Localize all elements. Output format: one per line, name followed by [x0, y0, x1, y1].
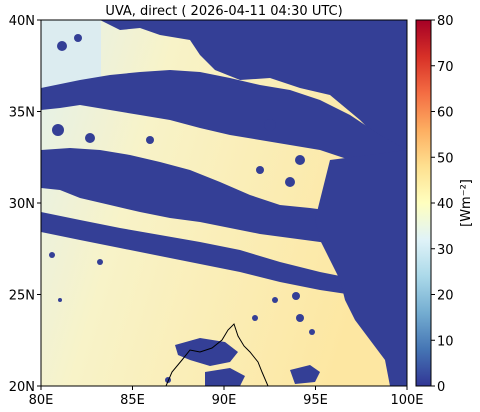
colorbar-label: [Wm⁻²] — [459, 179, 474, 227]
map-title: UVA, direct ( 2026-04-11 04:30 UTC) — [105, 4, 342, 19]
x-tick-label: 80E — [29, 393, 54, 408]
colorbar-gradient — [415, 19, 432, 387]
x-tick-label: 90E — [212, 393, 237, 408]
cloud-cover — [41, 20, 407, 386]
x-axis: 80E 85E 90E 95E 100E — [29, 386, 424, 408]
colorbar-ticks: 0 10 20 30 40 50 60 70 80 — [431, 14, 454, 395]
colorbar-tick-label: 10 — [437, 334, 454, 349]
x-tick-label: 100E — [390, 393, 423, 408]
colorbar-tick-label: 0 — [437, 380, 445, 395]
y-tick-label: 35N — [9, 106, 35, 121]
y-tick-label: 20N — [9, 380, 35, 395]
colorbar-tick-label: 30 — [437, 243, 454, 258]
colorbar-tick-label: 50 — [437, 151, 454, 166]
y-tick-label: 30N — [9, 197, 35, 212]
colorbar-tick-label: 40 — [437, 197, 454, 212]
map-area — [41, 20, 407, 386]
x-tick-label: 85E — [120, 393, 145, 408]
colorbar-tick-label: 80 — [437, 14, 454, 29]
y-tick-label: 40N — [9, 14, 35, 29]
cloud-fragments — [49, 34, 315, 383]
y-tick-label: 25N — [9, 289, 35, 304]
colorbar: 0 10 20 30 40 50 60 70 80 [Wm⁻²] — [415, 14, 474, 395]
coastline — [165, 323, 269, 386]
x-tick-label: 95E — [303, 393, 328, 408]
colorbar-tick-label: 70 — [437, 60, 454, 75]
y-axis: 20N 25N 30N 35N 40N — [9, 14, 41, 395]
colorbar-tick-label: 60 — [437, 106, 454, 121]
colorbar-tick-label: 20 — [437, 289, 454, 304]
